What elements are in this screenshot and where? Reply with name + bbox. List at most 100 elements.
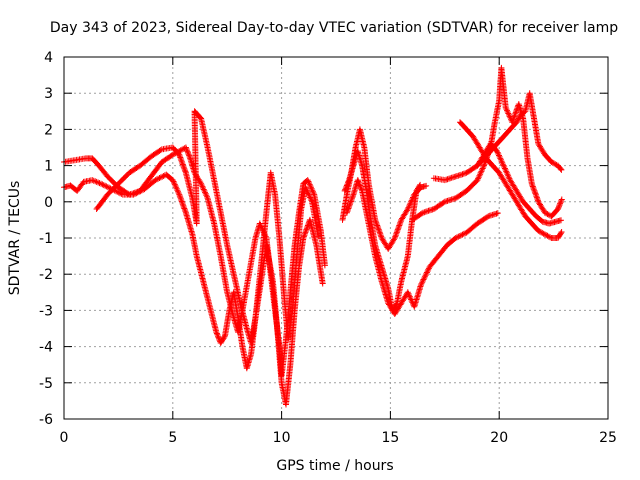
data-point-marks [541,231,554,241]
data-point-marks [535,198,548,215]
y-tick-label: 4 [44,50,53,66]
chart-data-points [61,64,565,408]
data-point-marks [158,152,175,165]
x-tick-label: 20 [490,430,508,446]
data-point-marks [130,186,147,198]
data-point-marks [141,178,158,193]
data-series-7 [409,64,565,223]
data-point-marks [483,155,495,168]
data-point-marks [496,169,508,186]
y-tick-label: 3 [44,86,53,102]
data-point-marks [385,236,397,252]
data-point-marks [430,199,447,212]
data-point-marks [272,191,283,240]
data-point-marks [430,175,447,183]
y-tick-labels: -6 -5 -4 -3 -2 -1 0 1 2 3 4 [39,50,53,428]
data-series-9 [457,119,565,241]
data-point-marks [243,352,254,372]
data-point-marks [494,148,506,168]
data-point-marks [61,157,77,165]
data-series-5 [341,148,424,314]
x-tick-label: 10 [273,430,291,446]
data-point-marks [507,177,519,193]
chart-grid [64,57,608,419]
data-point-marks [491,99,502,126]
data-point-marks [417,265,432,289]
data-point-marks [285,308,296,343]
x-axis-title: GPS time / hours [276,458,393,474]
data-point-marks [224,242,237,276]
y-tick-label: 1 [44,159,53,175]
data-point-marks [535,140,548,157]
data-point-marks [346,164,356,184]
data-point-marks [533,213,545,224]
y-tick-label: 0 [44,195,53,211]
data-point-marks [452,230,469,241]
data-point-marks [189,231,200,258]
data-point-marks [235,314,246,349]
data-point-marks [515,202,528,218]
data-point-marks [372,253,385,283]
x-tick-label: 15 [381,430,399,446]
chart-ticks [63,56,609,420]
data-point-marks [182,169,195,200]
data-point-marks [470,133,482,150]
data-point-marks [444,235,458,249]
data-point-marks [176,191,189,215]
data-point-marks [500,127,513,140]
data-point-marks [269,278,281,330]
data-point-marks [204,195,217,225]
data-point-marks [535,227,547,237]
data-point-marks [204,144,217,182]
data-point-marks [452,188,469,202]
data-point-marks [343,193,356,216]
data-point-marks [74,180,86,194]
data-point-marks [163,171,175,183]
data-point-marks [555,196,565,212]
y-tick-label: -4 [39,340,53,356]
data-point-marks [306,216,319,247]
data-point-marks [169,144,182,157]
data-point-marks [115,170,132,187]
data-point-marks [413,181,424,194]
data-point-marks [309,198,322,240]
data-point-marks [528,220,541,233]
data-point-marks [498,64,509,110]
y-tick-label: 2 [44,122,53,138]
data-point-marks [474,164,487,184]
data-point-marks [441,173,458,184]
data-point-marks [365,220,378,258]
data-point-marks [359,187,372,225]
data-point-marks [222,308,233,339]
data-point-marks [500,162,513,182]
data-point-marks [518,109,528,118]
data-point-marks [391,301,404,317]
y-tick-label: -1 [39,231,53,247]
data-point-marks [191,109,200,227]
data-point-marks [509,191,521,208]
data-point-marks [489,162,502,175]
data-point-marks [474,214,491,227]
y-axis-title: SDTVAR / TECUs [7,181,23,296]
data-point-marks [137,154,153,169]
data-point-marks [259,211,270,260]
data-point-marks [93,192,110,212]
data-point-marks [513,113,524,126]
data-point-marks [365,180,378,222]
data-point-marks [378,264,391,291]
data-point-marks [263,242,276,283]
data-point-marks [302,184,315,204]
data-point-marks [520,198,532,211]
data-point-marks [404,218,415,260]
data-point-marks [457,119,469,132]
data-point-marks [304,177,317,197]
data-point-marks [311,191,324,233]
x-tick-label: 0 [60,430,69,446]
data-point-marks [89,155,101,168]
data-point-marks [426,254,441,270]
data-point-marks [361,144,372,186]
data-point-marks [372,216,385,240]
data-point-marks [354,148,365,168]
data-point-marks [287,243,298,296]
data-point-marks [555,162,565,173]
